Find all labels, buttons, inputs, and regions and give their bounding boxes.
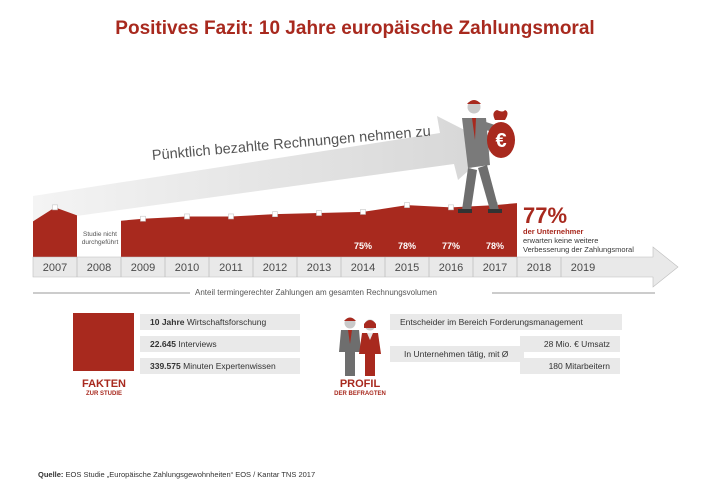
data-point-2012 [272,211,278,217]
year-label-2017: 2017 [483,262,507,274]
source-label: Quelle: [38,470,64,479]
area-segment-2007 [33,207,77,257]
year-label-2014: 2014 [351,262,375,274]
facts-subheading: ZUR STUDIE [86,391,122,397]
year-label-2012: 2012 [263,262,287,274]
data-label-2016: 77% [442,241,460,251]
year-axis: 2007 2008 2009 2010 2011 2012 2013 2014 2015 2016… [43,257,595,277]
year-label-2016: 2016 [439,262,463,274]
axis-caption: Anteil termingerechter Zahlungen am gesa… [195,288,437,297]
data-point-2007 [52,204,58,211]
year-label-2007: 2007 [43,262,67,274]
fact-text: Minuten Expertenwissen [183,361,276,371]
fact-row: 339.575 Minuten Expertenwissen [140,358,300,374]
data-label-2017: 78% [486,241,504,251]
fact-text: Wirtschaftsforschung [186,317,267,327]
facts-icon-box [73,313,134,371]
highlight-value: 77% [523,203,568,228]
data-point-2016 [448,204,454,211]
year-label-2009: 2009 [131,262,155,274]
highlight-line-3: Verbesserung der Zahlungsmoral [523,245,634,254]
facts-heading: FAKTEN [82,378,126,390]
year-label-2015: 2015 [395,262,419,274]
year-label-2008: 2008 [87,262,111,274]
highlight-line-1: der Unternehmer [523,227,584,236]
year-label-2011: 2011 [219,262,243,274]
area-segment-2009-2017 [121,203,517,257]
page-title: Positives Fazit: 10 Jahre europäische Za… [115,18,595,39]
source-note: Quelle: EOS Studie „Europäische Zahlungs… [38,470,315,479]
data-point-2011 [228,213,234,220]
data-point-2009 [140,215,146,222]
data-point-2010 [184,213,190,220]
area-series [33,203,517,257]
profile-row-1: Entscheider im Bereich Forderungsmanagem… [390,314,622,330]
fact-text: Interviews [178,339,217,349]
fact-row: 22.645 Interviews [140,336,300,352]
fact-bold: 22.645 [150,339,176,349]
profile-row-revenue: 28 Mio. € Umsatz [520,336,620,352]
year-label-2018: 2018 [527,262,551,274]
data-point-2013 [316,210,322,216]
source-text: EOS Studie „Europäische Zahlungsgewohnhe… [65,470,316,479]
profile-subheading: DER BEFRAGTEN [334,391,386,397]
profile-heading: PROFIL [339,378,381,390]
data-labels: 75% 78% 77% 78% [354,241,504,251]
year-label-2010: 2010 [175,262,199,274]
business-people-icon [339,317,381,376]
profile-row-2-label: In Unternehmen tätig, mit Ø [390,346,524,362]
fact-bold: 10 Jahre [150,317,185,327]
trend-arrow [33,116,496,222]
fact-bold: 339.575 [150,361,181,371]
data-point-2015 [404,202,410,208]
year-label-2019: 2019 [571,262,595,274]
highlight-line-2: erwarten keine weitere [523,236,599,245]
year-label-2013: 2013 [307,262,331,274]
data-label-2015: 78% [398,241,416,251]
data-label-2014: 75% [354,241,372,251]
data-point-2014 [360,209,366,215]
svg-text:€: € [495,130,506,152]
profile-row-employees: 180 Mitarbeitern [520,358,620,374]
note-2008: Studie nicht durchgeführt [81,231,119,246]
fact-row: 10 Jahre Wirtschaftsforschung [140,314,300,330]
businessman-icon: € [458,100,515,213]
